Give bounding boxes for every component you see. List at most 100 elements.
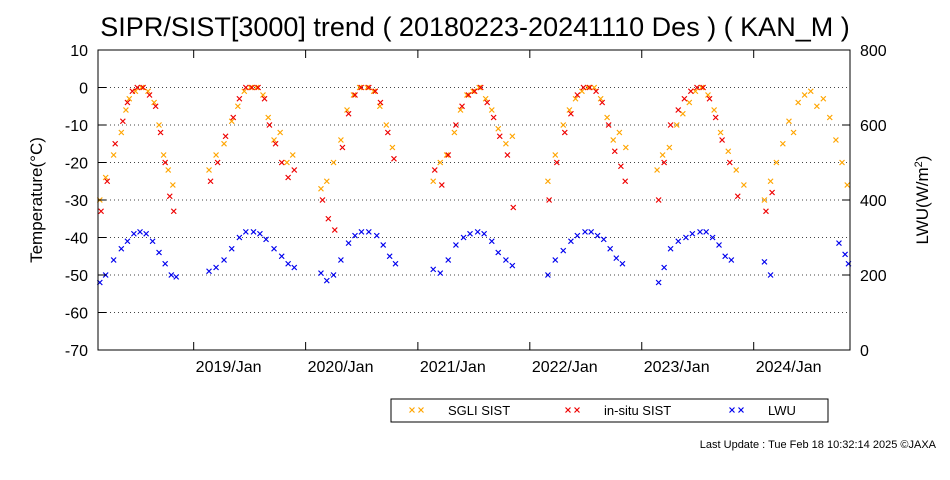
data-point: [430, 178, 437, 185]
y-tick-label: -60: [65, 306, 88, 323]
data-point: [460, 234, 467, 241]
y2-tick-label: 800: [860, 43, 887, 60]
data-point: [585, 84, 592, 91]
data-point: [510, 204, 517, 211]
data-point: [709, 234, 716, 241]
data-point: [263, 236, 269, 243]
data-point: [118, 129, 125, 136]
data-point: [149, 238, 156, 245]
data-point: [767, 178, 774, 185]
data-point: [703, 228, 710, 235]
data-point: [820, 95, 827, 102]
data-point: [580, 84, 587, 91]
x-tick-label: 2022/Jan: [532, 359, 598, 376]
data-point: [509, 133, 516, 140]
data-point: [134, 84, 141, 91]
data-point: [488, 238, 495, 245]
data-point: [289, 152, 296, 158]
data-point: [619, 260, 626, 267]
data-point: [622, 144, 629, 151]
data-point: [504, 152, 511, 158]
data-point: [697, 228, 703, 235]
y-tick-label: 0: [79, 81, 88, 98]
data-point: [761, 258, 768, 265]
y2-tick-label: 0: [860, 343, 869, 360]
data-point: [265, 114, 272, 121]
axis-ticks: 10 0 -10 -20 -30 -40 -50 -60 -70 800 600 400 200 0 201…: [65, 43, 887, 376]
data-point: [206, 268, 212, 275]
data-point: [364, 84, 371, 91]
y-tick-label: -20: [65, 156, 88, 173]
data-point: [717, 129, 724, 136]
y-tick-label: -50: [65, 268, 88, 285]
data-point: [352, 232, 358, 239]
y2-axis-label-sup: 2: [913, 161, 925, 167]
data-point: [605, 122, 612, 128]
legend-marker: [409, 407, 415, 413]
data-point: [588, 228, 595, 235]
data-point: [170, 208, 177, 215]
data-point: [221, 257, 227, 263]
data-point: [795, 99, 802, 106]
data-point: [261, 95, 268, 102]
data-point: [655, 279, 662, 286]
data-point: [470, 88, 477, 95]
data-point: [622, 178, 629, 185]
data-point: [666, 144, 673, 151]
data-point: [242, 228, 249, 235]
data-point: [546, 197, 553, 203]
data-point: [318, 185, 324, 192]
data-point: [600, 236, 607, 243]
data-point: [350, 92, 357, 98]
data-point: [266, 122, 273, 128]
data-point: [597, 95, 604, 102]
data-point: [166, 193, 173, 200]
data-point: [579, 88, 585, 95]
data-point: [247, 84, 254, 91]
data-point: [330, 159, 337, 166]
data-point: [358, 228, 365, 235]
data-point: [465, 92, 472, 98]
data-point: [544, 272, 551, 278]
data-point: [98, 208, 104, 215]
y-tick-label: -30: [65, 193, 88, 210]
data-point: [686, 99, 693, 106]
legend-marker: [574, 407, 580, 413]
data-point: [124, 238, 131, 245]
data-point: [319, 197, 326, 203]
data-point: [716, 242, 722, 248]
data-point: [118, 245, 125, 252]
data-point: [694, 84, 700, 91]
data-point: [318, 270, 324, 277]
data-point: [574, 232, 581, 239]
data-point: [790, 129, 797, 136]
data-point: [484, 99, 491, 106]
data-point: [552, 152, 559, 158]
data-point: [509, 262, 516, 269]
data-point: [490, 114, 497, 121]
data-point: [222, 133, 229, 140]
data-point: [431, 167, 438, 173]
y-tick-label: -40: [65, 231, 88, 248]
data-point: [659, 152, 666, 158]
data-point: [591, 84, 598, 91]
data-point: [593, 88, 599, 95]
data-point: [214, 159, 221, 166]
data-point: [457, 107, 464, 113]
data-point: [437, 159, 444, 166]
data-point: [162, 260, 169, 267]
data-point: [278, 253, 285, 260]
data-point: [392, 260, 399, 267]
data-point: [365, 228, 372, 235]
data-point: [613, 255, 620, 262]
data-point: [495, 249, 502, 256]
data-points: [96, 84, 852, 286]
y-tick-label: -10: [65, 118, 88, 135]
data-point: [488, 107, 495, 113]
data-point: [560, 247, 567, 254]
data-point: [607, 245, 614, 252]
data-point: [582, 228, 588, 235]
y2-tick-label: 200: [860, 268, 887, 285]
data-point: [722, 253, 729, 260]
